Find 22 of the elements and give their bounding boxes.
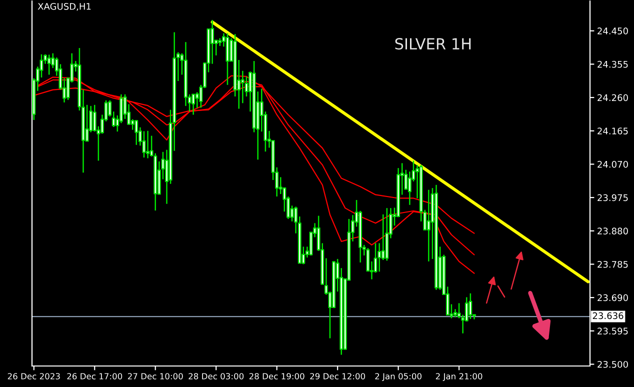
y-tick-label: 23.690 <box>598 294 628 302</box>
x-tick-label: 28 Dec 03:00 <box>188 373 244 380</box>
x-tick-label: 27 Dec 10:00 <box>128 373 183 380</box>
x-tick-label: 28 Dec 19:00 <box>249 373 304 380</box>
x-tick-label: 26 Dec 17:00 <box>67 373 122 380</box>
annotation: SILVER 1H <box>395 38 471 50</box>
y-tick-label: 23.500 <box>598 360 628 368</box>
y-tick-label: 23.880 <box>598 228 628 234</box>
chart-title: XAGUSD,H1 <box>38 2 91 11</box>
y-tick-label: 24.070 <box>598 160 628 168</box>
y-tick-label: 24.355 <box>598 60 628 68</box>
y-tick-label: 24.260 <box>598 94 628 102</box>
x-tick-label: 2 Jan 05:00 <box>375 373 422 381</box>
y-tick-label: 23.975 <box>598 194 628 202</box>
y-tick-label: 24.450 <box>598 28 628 34</box>
ref-line-label: 23.636 <box>592 312 624 320</box>
x-tick-label: 29 Dec 12:00 <box>310 373 366 380</box>
y-tick-label: 23.785 <box>598 260 628 268</box>
x-tick-label: 26 Dec 2023 <box>8 373 60 380</box>
y-tick-label: 24.165 <box>598 128 628 134</box>
y-tick-label: 23.595 <box>598 328 628 334</box>
x-tick-label: 2 Jan 21:00 <box>436 373 482 381</box>
